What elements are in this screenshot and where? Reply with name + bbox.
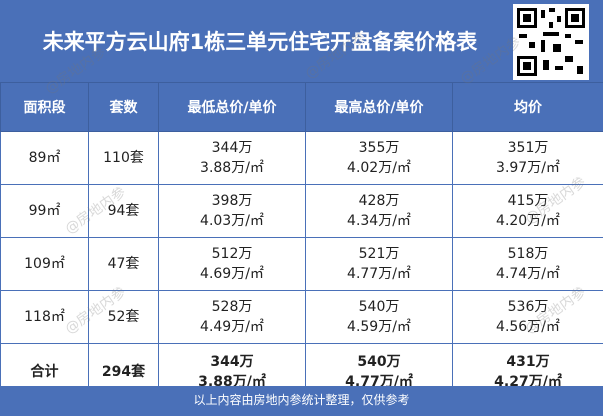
cell-line: 3.88万/㎡ (200, 160, 264, 176)
cell-line: 540万 (357, 353, 401, 370)
cell-line: 4.77万/㎡ (347, 266, 411, 282)
table-row: 合计 294套 344万 3.88万/㎡ 540万 4.77万/㎡ 431万 4.27万/㎡ (0, 343, 603, 400)
price-cell: 351万 3.97万/㎡ (452, 131, 603, 185)
cell-line: 528万 (211, 299, 253, 315)
cell-line: 415万 (507, 193, 549, 209)
cell-line: 3.97万/㎡ (496, 160, 560, 176)
price-cell: 398万 4.03万/㎡ (158, 184, 306, 238)
title: 未来平方云山府1栋三单元住宅开盘备案价格表 (42, 30, 478, 54)
cell-line: 344万 (210, 353, 254, 370)
column-header: 面积段 (0, 82, 89, 132)
price-cell: 518万 4.74万/㎡ (452, 237, 603, 291)
cell-line: 4.03万/㎡ (200, 213, 264, 229)
cell-line: 355万 (358, 140, 400, 156)
price-cell: 428万 4.34万/㎡ (305, 184, 453, 238)
table-row: 89㎡ 110套 344万 3.88万/㎡ 355万 4.02万/㎡ 351万 3.97万/㎡ (0, 131, 603, 185)
price-cell: 355万 4.02万/㎡ (305, 131, 453, 185)
cell: 109㎡ (0, 237, 89, 291)
cell-line: 521万 (358, 246, 400, 262)
cell-line: 4.56万/㎡ (496, 319, 560, 335)
column-header: 最高总价/单价 (305, 82, 453, 132)
cell-line: 4.77万/㎡ (345, 373, 413, 390)
cell: 52套 (88, 290, 159, 344)
cell-line: 540万 (358, 299, 400, 315)
price-cell: 540万 4.59万/㎡ (305, 290, 453, 344)
cell-line: 428万 (358, 193, 400, 209)
cell-line: 351万 (507, 140, 549, 156)
cell-line: 4.27万/㎡ (494, 373, 562, 390)
cell: 94套 (88, 184, 159, 238)
footer: 以上内容由房地内参统计整理，仅供参考 (0, 386, 603, 416)
column-header: 最低总价/单价 (158, 82, 306, 132)
cell-line: 4.02万/㎡ (347, 160, 411, 176)
qr-code (513, 4, 589, 80)
cell-line: 512万 (211, 246, 253, 262)
header-row: 面积段 套数 最低总价/单价 最高总价/单价 均价 (0, 82, 603, 132)
table-row: 109㎡ 47套 512万 4.69万/㎡ 521万 4.77万/㎡ 518万 4.74万/㎡ (0, 237, 603, 291)
cell: 110套 (88, 131, 159, 185)
cell-line: 4.49万/㎡ (200, 319, 264, 335)
table-row: 99㎡ 94套 398万 4.03万/㎡ 428万 4.34万/㎡ 415万 4.20万/㎡ (0, 184, 603, 238)
cell-line: 536万 (507, 299, 549, 315)
cell-line: 4.74万/㎡ (496, 266, 560, 282)
cell-line: 518万 (507, 246, 549, 262)
cell-line: 4.20万/㎡ (496, 213, 560, 229)
cell-line: 398万 (211, 193, 253, 209)
title-bar: 未来平方云山府1栋三单元住宅开盘备案价格表 (0, 0, 603, 82)
table-row: 118㎡ 52套 528万 4.49万/㎡ 540万 4.59万/㎡ 536万 4.56万/㎡ (0, 290, 603, 344)
price-cell: 344万 3.88万/㎡ (158, 131, 306, 185)
cell-line: 3.88万/㎡ (198, 373, 266, 390)
cell: 89㎡ (0, 131, 89, 185)
cell-line: 431万 (506, 353, 550, 370)
price-table: 面积段 套数 最低总价/单价 最高总价/单价 均价 89㎡ 110套 344万 3.88万/㎡… (0, 82, 603, 400)
price-cell: 415万 4.20万/㎡ (452, 184, 603, 238)
price-cell: 536万 4.56万/㎡ (452, 290, 603, 344)
cell: 99㎡ (0, 184, 89, 238)
price-cell: 512万 4.69万/㎡ (158, 237, 306, 291)
price-cell: 528万 4.49万/㎡ (158, 290, 306, 344)
cell-line: 4.69万/㎡ (200, 266, 264, 282)
cell-line: 4.34万/㎡ (347, 213, 411, 229)
column-header: 均价 (452, 82, 603, 132)
cell-line: 4.59万/㎡ (347, 319, 411, 335)
cell: 47套 (88, 237, 159, 291)
column-header: 套数 (88, 82, 159, 132)
cell-line: 344万 (211, 140, 253, 156)
price-cell: 521万 4.77万/㎡ (305, 237, 453, 291)
cell: 118㎡ (0, 290, 89, 344)
